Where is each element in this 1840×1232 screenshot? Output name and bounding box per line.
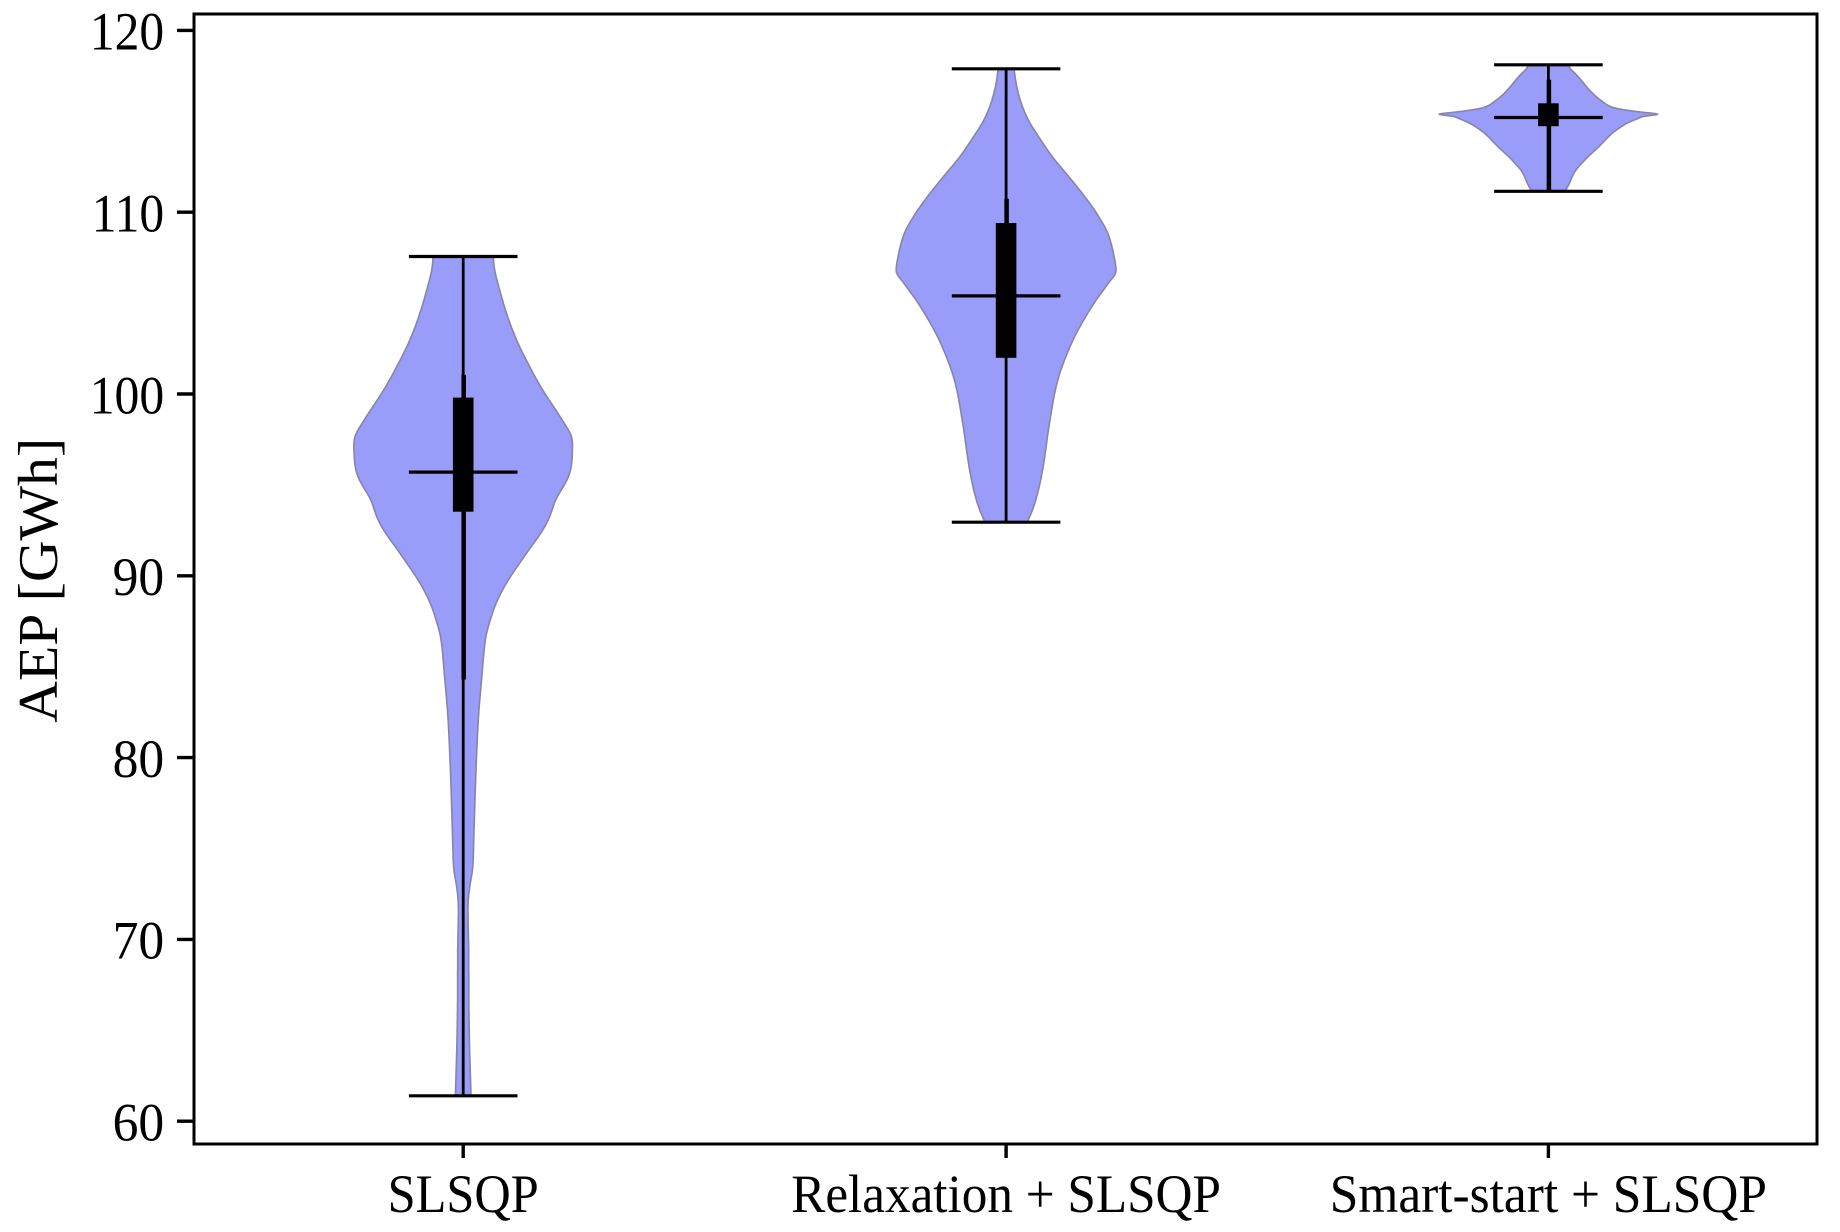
svg-text:Relaxation + SLSQP: Relaxation + SLSQP (791, 1164, 1221, 1224)
svg-text:70: 70 (113, 910, 165, 971)
svg-text:Smart-start + SLSQP: Smart-start + SLSQP (1330, 1164, 1767, 1224)
svg-text:100: 100 (90, 364, 165, 425)
svg-text:110: 110 (92, 183, 165, 244)
svg-text:80: 80 (113, 728, 165, 789)
svg-text:AEP [GWh]: AEP [GWh] (8, 438, 70, 723)
svg-text:60: 60 (113, 1092, 165, 1153)
svg-text:120: 120 (90, 1, 164, 62)
svg-text:90: 90 (113, 546, 165, 607)
svg-text:SLSQP: SLSQP (388, 1164, 539, 1224)
